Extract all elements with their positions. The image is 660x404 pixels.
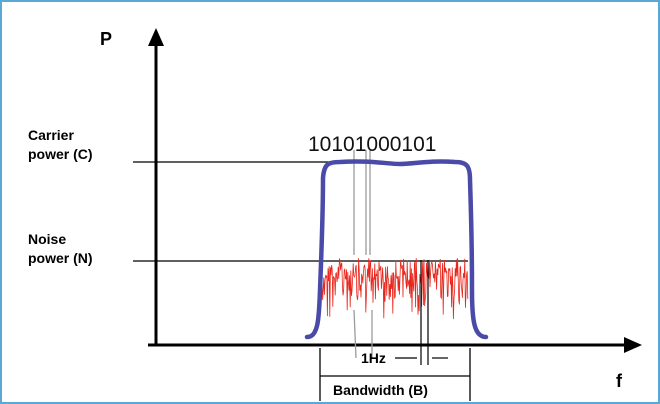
- hz-label: 1Hz: [361, 350, 386, 366]
- noise-label-line1: Noise: [28, 231, 66, 247]
- bit-guide-line-lower-1: [353, 309, 357, 359]
- noise-label-line2: power (N): [28, 250, 93, 266]
- bit-string: 10101000101: [308, 133, 436, 156]
- y-axis-arrow-icon: [148, 28, 164, 46]
- y-axis-label: P: [100, 29, 112, 49]
- carrier-curve: [304, 159, 489, 340]
- x-axis-arrow-icon: [624, 337, 642, 353]
- bandwidth-label: Bandwidth (B): [333, 382, 428, 398]
- x-axis-label: f: [616, 371, 623, 391]
- carrier-label-line2: power (C): [28, 146, 93, 162]
- noise-spectrum: [321, 258, 469, 320]
- carrier-label-line1: Carrier: [28, 127, 74, 143]
